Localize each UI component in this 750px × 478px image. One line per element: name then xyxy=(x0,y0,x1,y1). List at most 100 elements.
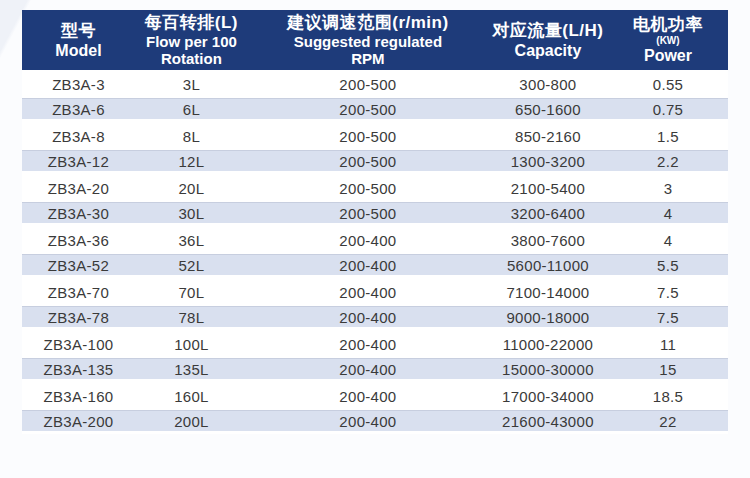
header-regulated-rpm: 建议调速范围(r/min) Suggested regulated RPM xyxy=(248,10,488,70)
table-cell: 15000-30000 xyxy=(488,358,608,382)
table-row: ZB3A-5252L200-4005600-110005.5 xyxy=(22,254,728,278)
table-header: 型号 Model 每百转排(L) Flow per 100 Rotation 建… xyxy=(22,10,728,70)
pump-spec-table: 型号 Model 每百转排(L) Flow per 100 Rotation 建… xyxy=(22,10,728,434)
table-cell: ZB3A-12 xyxy=(22,150,135,174)
table-cell: 36L xyxy=(135,226,248,254)
table-cell: 100L xyxy=(135,330,248,358)
table-cell: 78L xyxy=(135,306,248,330)
header-flow-en2: Rotation xyxy=(135,50,248,67)
header-model: 型号 Model xyxy=(22,10,135,70)
table-cell: 200-400 xyxy=(248,278,488,306)
table-cell: 4 xyxy=(608,202,728,226)
table-cell: 200-400 xyxy=(248,358,488,382)
table-cell: ZB3A-30 xyxy=(22,202,135,226)
table-cell: 2100-5400 xyxy=(488,174,608,202)
table-cell: 5600-11000 xyxy=(488,254,608,278)
table-row: ZB3A-88L200-500850-21601.5 xyxy=(22,122,728,150)
table-cell: 0.75 xyxy=(608,98,728,122)
table-cell: ZB3A-6 xyxy=(22,98,135,122)
table-cell: 200-500 xyxy=(248,70,488,98)
table-cell: ZB3A-8 xyxy=(22,122,135,150)
table-cell: 11 xyxy=(608,330,728,358)
table-cell: 3L xyxy=(135,70,248,98)
table-cell: 200-500 xyxy=(248,98,488,122)
header-power: 电机功率 (KW) Power xyxy=(608,10,728,70)
table-cell: 650-1600 xyxy=(488,98,608,122)
table-cell: 200-500 xyxy=(248,202,488,226)
table-row: ZB3A-66L200-500650-16000.75 xyxy=(22,98,728,122)
table-row: ZB3A-7070L200-4007100-140007.5 xyxy=(22,278,728,306)
header-capacity: 对应流量(L/H) Capacity xyxy=(488,10,608,70)
table-cell: 3800-7600 xyxy=(488,226,608,254)
table-cell: 300-800 xyxy=(488,70,608,98)
table-cell: 5.5 xyxy=(608,254,728,278)
table-cell: 21600-43000 xyxy=(488,410,608,434)
table-cell: 200-400 xyxy=(248,254,488,278)
table-cell: 7.5 xyxy=(608,306,728,330)
table-row: ZB3A-3030L200-5003200-64004 xyxy=(22,202,728,226)
header-capacity-zh: 对应流量(L/H) xyxy=(488,21,608,41)
table-cell: 8L xyxy=(135,122,248,150)
header-row: 型号 Model 每百转排(L) Flow per 100 Rotation 建… xyxy=(22,10,728,70)
table-row: ZB3A-7878L200-4009000-180007.5 xyxy=(22,306,728,330)
table-cell: ZB3A-160 xyxy=(22,382,135,410)
table-cell: ZB3A-70 xyxy=(22,278,135,306)
header-model-zh: 型号 xyxy=(22,21,135,41)
table-cell: 200-400 xyxy=(248,226,488,254)
header-model-en: Model xyxy=(22,41,135,60)
table-cell: 200-500 xyxy=(248,174,488,202)
table-cell: 7.5 xyxy=(608,278,728,306)
table-cell: 15 xyxy=(608,358,728,382)
table-cell: 6L xyxy=(135,98,248,122)
table-row: ZB3A-33L200-500300-8000.55 xyxy=(22,70,728,98)
header-power-unit: (KW) xyxy=(608,35,728,46)
table-cell: 9000-18000 xyxy=(488,306,608,330)
table-cell: ZB3A-52 xyxy=(22,254,135,278)
table-row: ZB3A-1212L200-5001300-32002.2 xyxy=(22,150,728,174)
header-rpm-en1: Suggested regulated xyxy=(248,33,488,50)
table-cell: 20L xyxy=(135,174,248,202)
table-cell: ZB3A-100 xyxy=(22,330,135,358)
table-cell: 4 xyxy=(608,226,728,254)
table-cell: 0.55 xyxy=(608,70,728,98)
table-cell: 30L xyxy=(135,202,248,226)
table-cell: 200-400 xyxy=(248,306,488,330)
header-capacity-en: Capacity xyxy=(488,41,608,60)
header-rpm-en2: RPM xyxy=(248,50,488,67)
table-cell: 17000-34000 xyxy=(488,382,608,410)
header-power-zh: 电机功率 xyxy=(608,15,728,35)
table-row: ZB3A-2020L200-5002100-54003 xyxy=(22,174,728,202)
table-cell: 200-400 xyxy=(248,382,488,410)
table-cell: 135L xyxy=(135,358,248,382)
table-cell: ZB3A-3 xyxy=(22,70,135,98)
table-cell: ZB3A-36 xyxy=(22,226,135,254)
table-row: ZB3A-100100L200-40011000-2200011 xyxy=(22,330,728,358)
header-flow-per-rotation: 每百转排(L) Flow per 100 Rotation xyxy=(135,10,248,70)
table-cell: ZB3A-78 xyxy=(22,306,135,330)
table-cell: 52L xyxy=(135,254,248,278)
table-cell: 160L xyxy=(135,382,248,410)
table-cell: 200-400 xyxy=(248,330,488,358)
table-row: ZB3A-200200L200-40021600-4300022 xyxy=(22,410,728,434)
table-cell: 3 xyxy=(608,174,728,202)
table-cell: 200-400 xyxy=(248,410,488,434)
table-row: ZB3A-135135L200-40015000-3000015 xyxy=(22,358,728,382)
table-cell: ZB3A-135 xyxy=(22,358,135,382)
table-cell: 3200-6400 xyxy=(488,202,608,226)
table-cell: ZB3A-200 xyxy=(22,410,135,434)
table-cell: 18.5 xyxy=(608,382,728,410)
table-cell: 2.2 xyxy=(608,150,728,174)
table-cell: 70L xyxy=(135,278,248,306)
table-row: ZB3A-160160L200-40017000-3400018.5 xyxy=(22,382,728,410)
table-cell: 22 xyxy=(608,410,728,434)
table-cell: 200L xyxy=(135,410,248,434)
table-cell: 7100-14000 xyxy=(488,278,608,306)
table-cell: 11000-22000 xyxy=(488,330,608,358)
table-cell: 200-500 xyxy=(248,150,488,174)
table-cell: 1.5 xyxy=(608,122,728,150)
header-flow-en1: Flow per 100 xyxy=(135,33,248,50)
table-cell: 12L xyxy=(135,150,248,174)
table-cell: 850-2160 xyxy=(488,122,608,150)
header-rpm-zh: 建议调速范围(r/min) xyxy=(248,13,488,33)
header-power-en: Power xyxy=(608,46,728,65)
